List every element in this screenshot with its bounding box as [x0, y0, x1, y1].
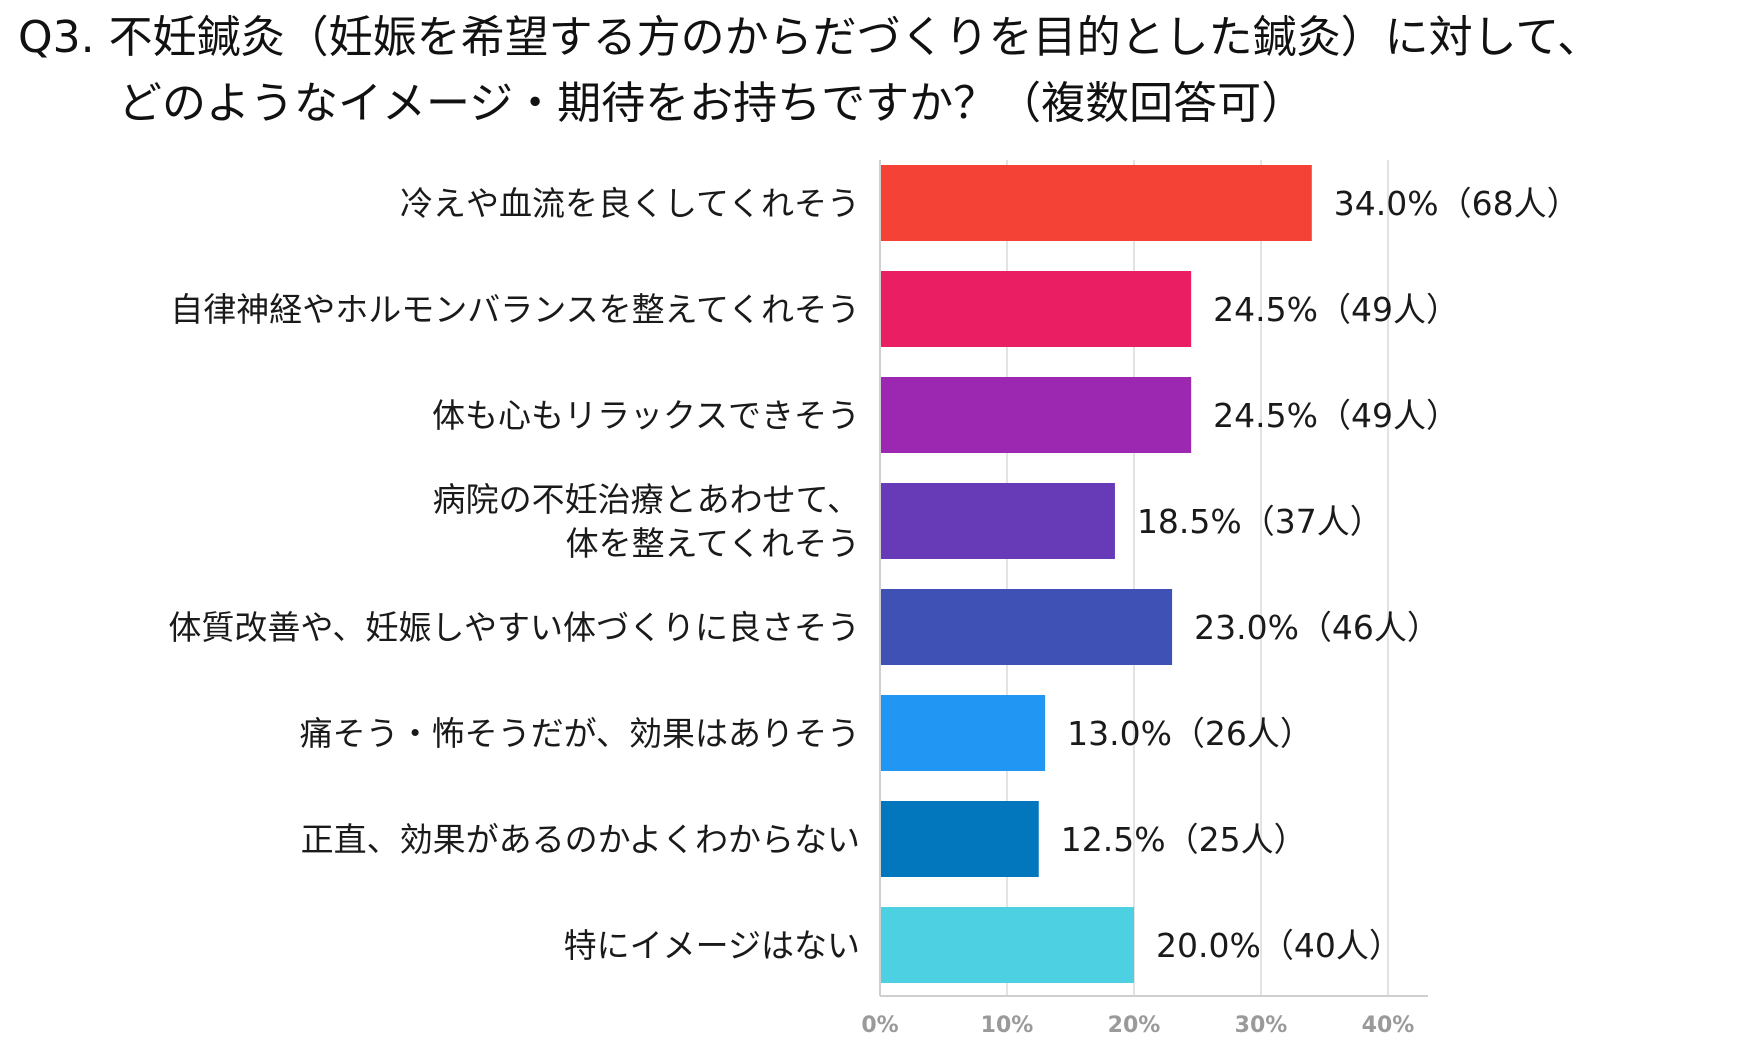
category-label-3: 体も心もリラックスできそう	[432, 396, 860, 435]
value-label-7: 12.5%（25人）	[1061, 820, 1307, 859]
value-label-4: 18.5%（37人）	[1137, 502, 1383, 541]
value-label-2: 24.5%（49人）	[1213, 290, 1459, 329]
value-label-3: 24.5%（49人）	[1213, 396, 1459, 435]
bar-8	[880, 907, 1134, 983]
chart-title-line-2: どのようなイメージ・期待をお持ちですか？（複数回答可）	[118, 78, 1306, 129]
category-label-5: 体質改善や、妊娠しやすい体づくりに良さそう	[168, 608, 860, 647]
category-labels: 冷えや血流を良くしてくれそう自律神経やホルモンバランスを整えてくれそう体も心もリ…	[168, 184, 860, 965]
category-label-1: 冷えや血流を良くしてくれそう	[400, 184, 860, 223]
x-tick-label-30: 30%	[1235, 1013, 1288, 1038]
bar-1	[880, 165, 1312, 241]
category-label-4-line-2: 体を整えてくれそう	[566, 524, 860, 563]
bar-2	[880, 271, 1192, 347]
value-label-1: 34.0%（68人）	[1334, 184, 1580, 223]
x-tick-label-0: 0%	[861, 1013, 898, 1038]
bar-4	[880, 483, 1115, 559]
value-label-5: 23.0%（46人）	[1194, 608, 1440, 647]
bars	[880, 165, 1312, 983]
category-label-7: 正直、効果があるのかよくわからない	[301, 820, 860, 859]
value-label-8: 20.0%（40人）	[1156, 926, 1402, 965]
category-label-6: 痛そう・怖そうだが、効果はありそう	[300, 714, 860, 753]
bar-6	[880, 695, 1046, 771]
bar-7	[880, 801, 1039, 877]
x-tick-label-10: 10%	[981, 1013, 1034, 1038]
bar-3	[880, 377, 1192, 453]
category-label-8: 特にイメージはない	[564, 926, 860, 965]
x-tick-label-40: 40%	[1362, 1013, 1415, 1038]
bar-5	[880, 589, 1173, 665]
x-tick-label-20: 20%	[1108, 1013, 1161, 1038]
x-axis: 0% 10% 20% 30% 40%	[861, 160, 1428, 1038]
value-label-6: 13.0%（26人）	[1067, 714, 1313, 753]
category-label-2: 自律神経やホルモンバランスを整えてくれそう	[170, 290, 860, 329]
value-labels: 34.0%（68人） 24.5%（49人） 24.5%（49人） 18.5%（37人）…	[1061, 184, 1580, 965]
chart-title-line-1: Q3. 不妊鍼灸（妊娠を希望する方のからだづくりを目的とした鍼灸）に対して、	[18, 12, 1602, 63]
category-label-4-line-1: 病院の不妊治療とあわせて、	[433, 480, 860, 519]
